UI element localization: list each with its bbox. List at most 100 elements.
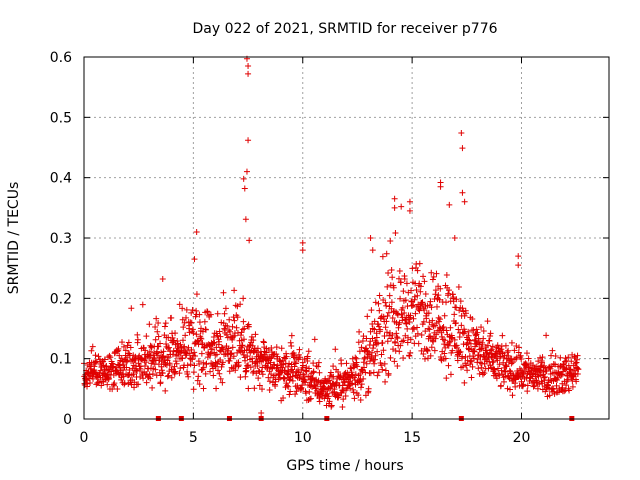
data-point — [516, 344, 523, 351]
data-point — [350, 389, 357, 396]
data-point — [531, 382, 538, 389]
data-point — [392, 338, 399, 345]
data-point — [200, 359, 207, 366]
data-point — [406, 207, 413, 214]
data-point — [268, 345, 275, 352]
data-point — [383, 318, 390, 325]
data-point — [281, 375, 288, 382]
x-tick-label: 20 — [513, 430, 531, 446]
data-point — [357, 376, 364, 383]
data-point — [397, 279, 404, 286]
data-point — [459, 189, 466, 196]
data-point — [459, 353, 466, 360]
data-point — [245, 385, 252, 392]
data-point — [459, 305, 466, 312]
data-point — [498, 367, 505, 374]
data-point — [498, 346, 505, 353]
data-point — [255, 375, 262, 382]
data-point — [200, 364, 207, 371]
data-point — [250, 337, 257, 344]
data-point — [135, 360, 142, 367]
data-point — [358, 344, 365, 351]
data-point — [306, 388, 313, 395]
data-point — [402, 297, 409, 304]
data-point — [501, 352, 508, 359]
data-point — [377, 326, 384, 333]
data-point — [422, 328, 429, 335]
data-point — [204, 308, 211, 315]
data-point — [425, 325, 432, 332]
data-point — [143, 379, 150, 386]
data-point — [451, 336, 458, 343]
data-point — [557, 354, 564, 361]
data-point — [224, 323, 231, 330]
data-point — [171, 369, 178, 376]
data-point — [378, 351, 385, 358]
data-point — [470, 355, 477, 362]
data-point — [292, 391, 299, 398]
data-point — [240, 318, 247, 325]
data-point — [382, 299, 389, 306]
data-point — [92, 352, 99, 359]
data-point — [312, 385, 319, 392]
data-point — [193, 228, 200, 235]
data-point — [565, 354, 572, 361]
x-tick-label: 5 — [189, 430, 198, 446]
data-point — [383, 329, 390, 336]
data-point — [241, 185, 248, 192]
data-point — [383, 250, 390, 257]
data-point — [348, 365, 355, 372]
data-point — [316, 398, 323, 405]
data-point — [452, 319, 459, 326]
data-point — [388, 299, 395, 306]
data-point — [507, 386, 514, 393]
data-point — [146, 371, 153, 378]
data-point — [367, 235, 374, 241]
data-point — [407, 349, 414, 356]
data-point — [502, 342, 509, 349]
data-point — [466, 337, 473, 344]
data-point — [169, 351, 176, 358]
data-point — [239, 342, 246, 349]
data-point — [525, 355, 532, 362]
data-point — [258, 368, 265, 375]
data-point — [480, 351, 487, 358]
data-point — [288, 361, 295, 368]
data-point — [176, 370, 183, 377]
data-point — [369, 247, 376, 254]
data-point — [494, 342, 501, 349]
data-point — [143, 359, 150, 366]
data-point — [429, 276, 436, 283]
data-point — [389, 331, 396, 338]
data-point — [373, 334, 380, 341]
data-point — [188, 346, 195, 353]
data-point — [420, 318, 427, 325]
data-point — [212, 363, 219, 370]
data-point — [432, 291, 439, 298]
data-point — [432, 287, 439, 294]
data-point — [194, 338, 201, 345]
data-point — [169, 334, 176, 341]
data-point — [424, 347, 431, 354]
data-point — [174, 340, 181, 347]
data-point — [133, 367, 140, 374]
data-point — [412, 310, 419, 317]
data-point — [441, 350, 448, 357]
data-point — [137, 365, 144, 372]
data-point — [368, 307, 375, 314]
data-point — [515, 253, 522, 260]
data-point — [491, 370, 498, 377]
data-point — [140, 375, 147, 382]
data-point — [88, 347, 95, 354]
data-point — [386, 292, 393, 299]
data-point — [391, 358, 398, 365]
data-point — [146, 348, 153, 355]
data-point — [162, 387, 169, 394]
data-point — [183, 306, 190, 313]
data-point — [119, 339, 126, 346]
data-point — [472, 343, 479, 350]
data-point — [470, 347, 477, 354]
data-point — [213, 385, 220, 392]
data-point — [447, 338, 454, 345]
data-point — [561, 358, 568, 365]
